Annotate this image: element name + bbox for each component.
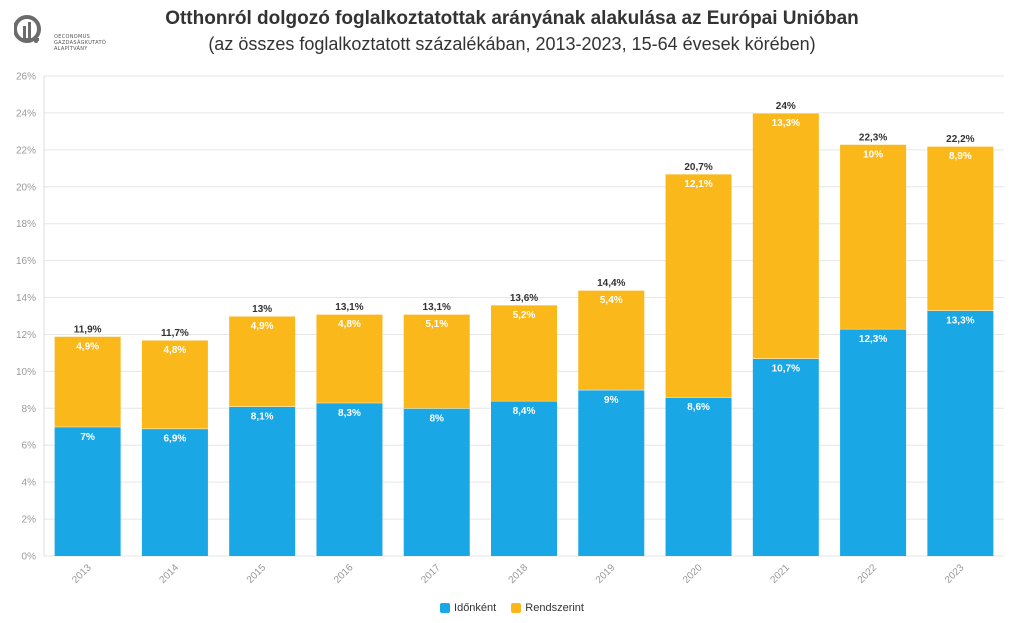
- bar-idonkent: [927, 310, 994, 556]
- data-label: 13,3%: [772, 118, 800, 129]
- bar-rendszerint: [752, 112, 819, 359]
- bar-idonkent: [752, 358, 819, 556]
- bar-rendszerint: [491, 304, 557, 401]
- x-tick-label: 2013: [70, 562, 94, 586]
- data-label: 10%: [863, 149, 883, 160]
- y-tick-label: 24%: [16, 108, 36, 119]
- bar-rendszerint: [578, 290, 645, 390]
- total-label: 14,4%: [597, 278, 625, 289]
- data-label: 12,3%: [859, 334, 887, 345]
- x-tick-label: 2023: [943, 562, 967, 586]
- data-label: 5,2%: [513, 310, 536, 321]
- x-tick-label: 2019: [594, 562, 618, 586]
- data-label: 8%: [430, 413, 445, 424]
- legend-item-idonkent[interactable]: Időnként: [440, 602, 496, 614]
- logo-text: OECONOMUS GAZDASÁGKUTATÓ ALAPÍTVÁNY: [54, 34, 106, 52]
- legend-label: Időnként: [454, 602, 497, 614]
- bar-idonkent: [141, 428, 208, 556]
- data-label: 7%: [80, 432, 95, 443]
- bar-idonkent: [665, 397, 732, 556]
- total-label: 13,1%: [423, 302, 451, 313]
- data-label: 13,3%: [946, 315, 974, 326]
- bar-idonkent: [840, 328, 907, 556]
- data-label: 8,9%: [949, 151, 972, 162]
- legend-swatch: [511, 603, 522, 613]
- data-label: 12,1%: [684, 179, 712, 190]
- bar-rendszerint: [403, 314, 470, 409]
- data-label: 4,8%: [164, 345, 187, 356]
- total-label: 13,1%: [335, 302, 363, 313]
- data-label: 8,1%: [251, 411, 274, 422]
- logo-line: ALAPÍTVÁNY: [54, 46, 88, 52]
- total-label: 22,2%: [946, 134, 974, 145]
- legend: Időnként Rendszerint: [0, 602, 1024, 616]
- y-tick-label: 8%: [22, 404, 37, 415]
- y-tick-label: 0%: [22, 552, 37, 563]
- chart-subtitle: (az összes foglalkoztatott százalékában,…: [208, 34, 816, 54]
- bar-idonkent: [578, 389, 645, 556]
- total-label: 13,6%: [510, 293, 538, 304]
- bar-idonkent: [54, 426, 121, 556]
- bar-rendszerint: [840, 144, 907, 329]
- y-tick-label: 10%: [16, 367, 36, 378]
- bar-idonkent: [229, 406, 296, 556]
- y-tick-label: 2%: [22, 515, 37, 526]
- total-label: 20,7%: [684, 162, 712, 173]
- x-tick-label: 2021: [768, 562, 792, 586]
- data-label: 8,3%: [338, 408, 361, 419]
- bar-rendszerint: [229, 316, 296, 407]
- total-label: 11,7%: [161, 328, 189, 339]
- x-tick-label: 2017: [419, 562, 443, 586]
- y-tick-label: 26%: [16, 72, 36, 83]
- data-label: 5,1%: [425, 319, 448, 330]
- legend-swatch: [440, 603, 451, 613]
- total-label: 13%: [252, 304, 272, 315]
- bar-rendszerint: [141, 340, 208, 429]
- data-label: 8,4%: [513, 406, 536, 417]
- y-tick-label: 18%: [16, 219, 36, 230]
- data-label: 4,8%: [338, 319, 361, 330]
- bar-idonkent: [491, 400, 557, 556]
- x-tick-label: 2016: [332, 562, 356, 586]
- data-label: 4,9%: [251, 321, 274, 332]
- bar-rendszerint: [927, 146, 994, 311]
- chart-title: Otthonról dolgozó foglalkoztatottak arán…: [165, 8, 859, 29]
- y-tick-label: 20%: [16, 182, 36, 193]
- bar-idonkent: [403, 408, 470, 556]
- x-tick-label: 2014: [158, 562, 182, 586]
- data-label: 8,6%: [687, 402, 710, 413]
- logo-line: OECONOMUS: [54, 34, 91, 40]
- x-tick-label: 2022: [856, 562, 880, 586]
- logo-line: GAZDASÁGKUTATÓ: [54, 40, 107, 46]
- logo-icon: [13, 15, 41, 43]
- y-tick-label: 12%: [16, 330, 36, 341]
- data-label: 10,7%: [772, 363, 800, 374]
- data-label: 6,9%: [164, 434, 187, 445]
- y-tick-label: 4%: [22, 478, 37, 489]
- data-label: 9%: [604, 395, 619, 406]
- x-tick-label: 2020: [681, 562, 705, 586]
- bar-rendszerint: [54, 336, 121, 427]
- y-tick-label: 22%: [16, 145, 36, 156]
- total-label: 22,3%: [859, 132, 887, 143]
- total-label: 24%: [776, 101, 796, 112]
- logo: OECONOMUS GAZDASÁGKUTATÓ ALAPÍTVÁNY: [13, 14, 124, 54]
- y-tick-label: 6%: [22, 441, 37, 452]
- legend-label: Rendszerint: [525, 602, 584, 614]
- x-tick-label: 2015: [245, 562, 269, 586]
- x-tick-label: 2018: [507, 562, 531, 586]
- data-label: 5,4%: [600, 295, 623, 306]
- bar-idonkent: [316, 402, 383, 556]
- y-tick-label: 16%: [16, 256, 36, 267]
- total-label: 11,9%: [74, 324, 102, 335]
- legend-item-rendszerint[interactable]: Rendszerint: [511, 602, 584, 614]
- bar-rendszerint: [665, 173, 732, 398]
- data-label: 4,9%: [76, 341, 99, 352]
- y-tick-label: 14%: [16, 293, 36, 304]
- bar-rendszerint: [316, 314, 383, 403]
